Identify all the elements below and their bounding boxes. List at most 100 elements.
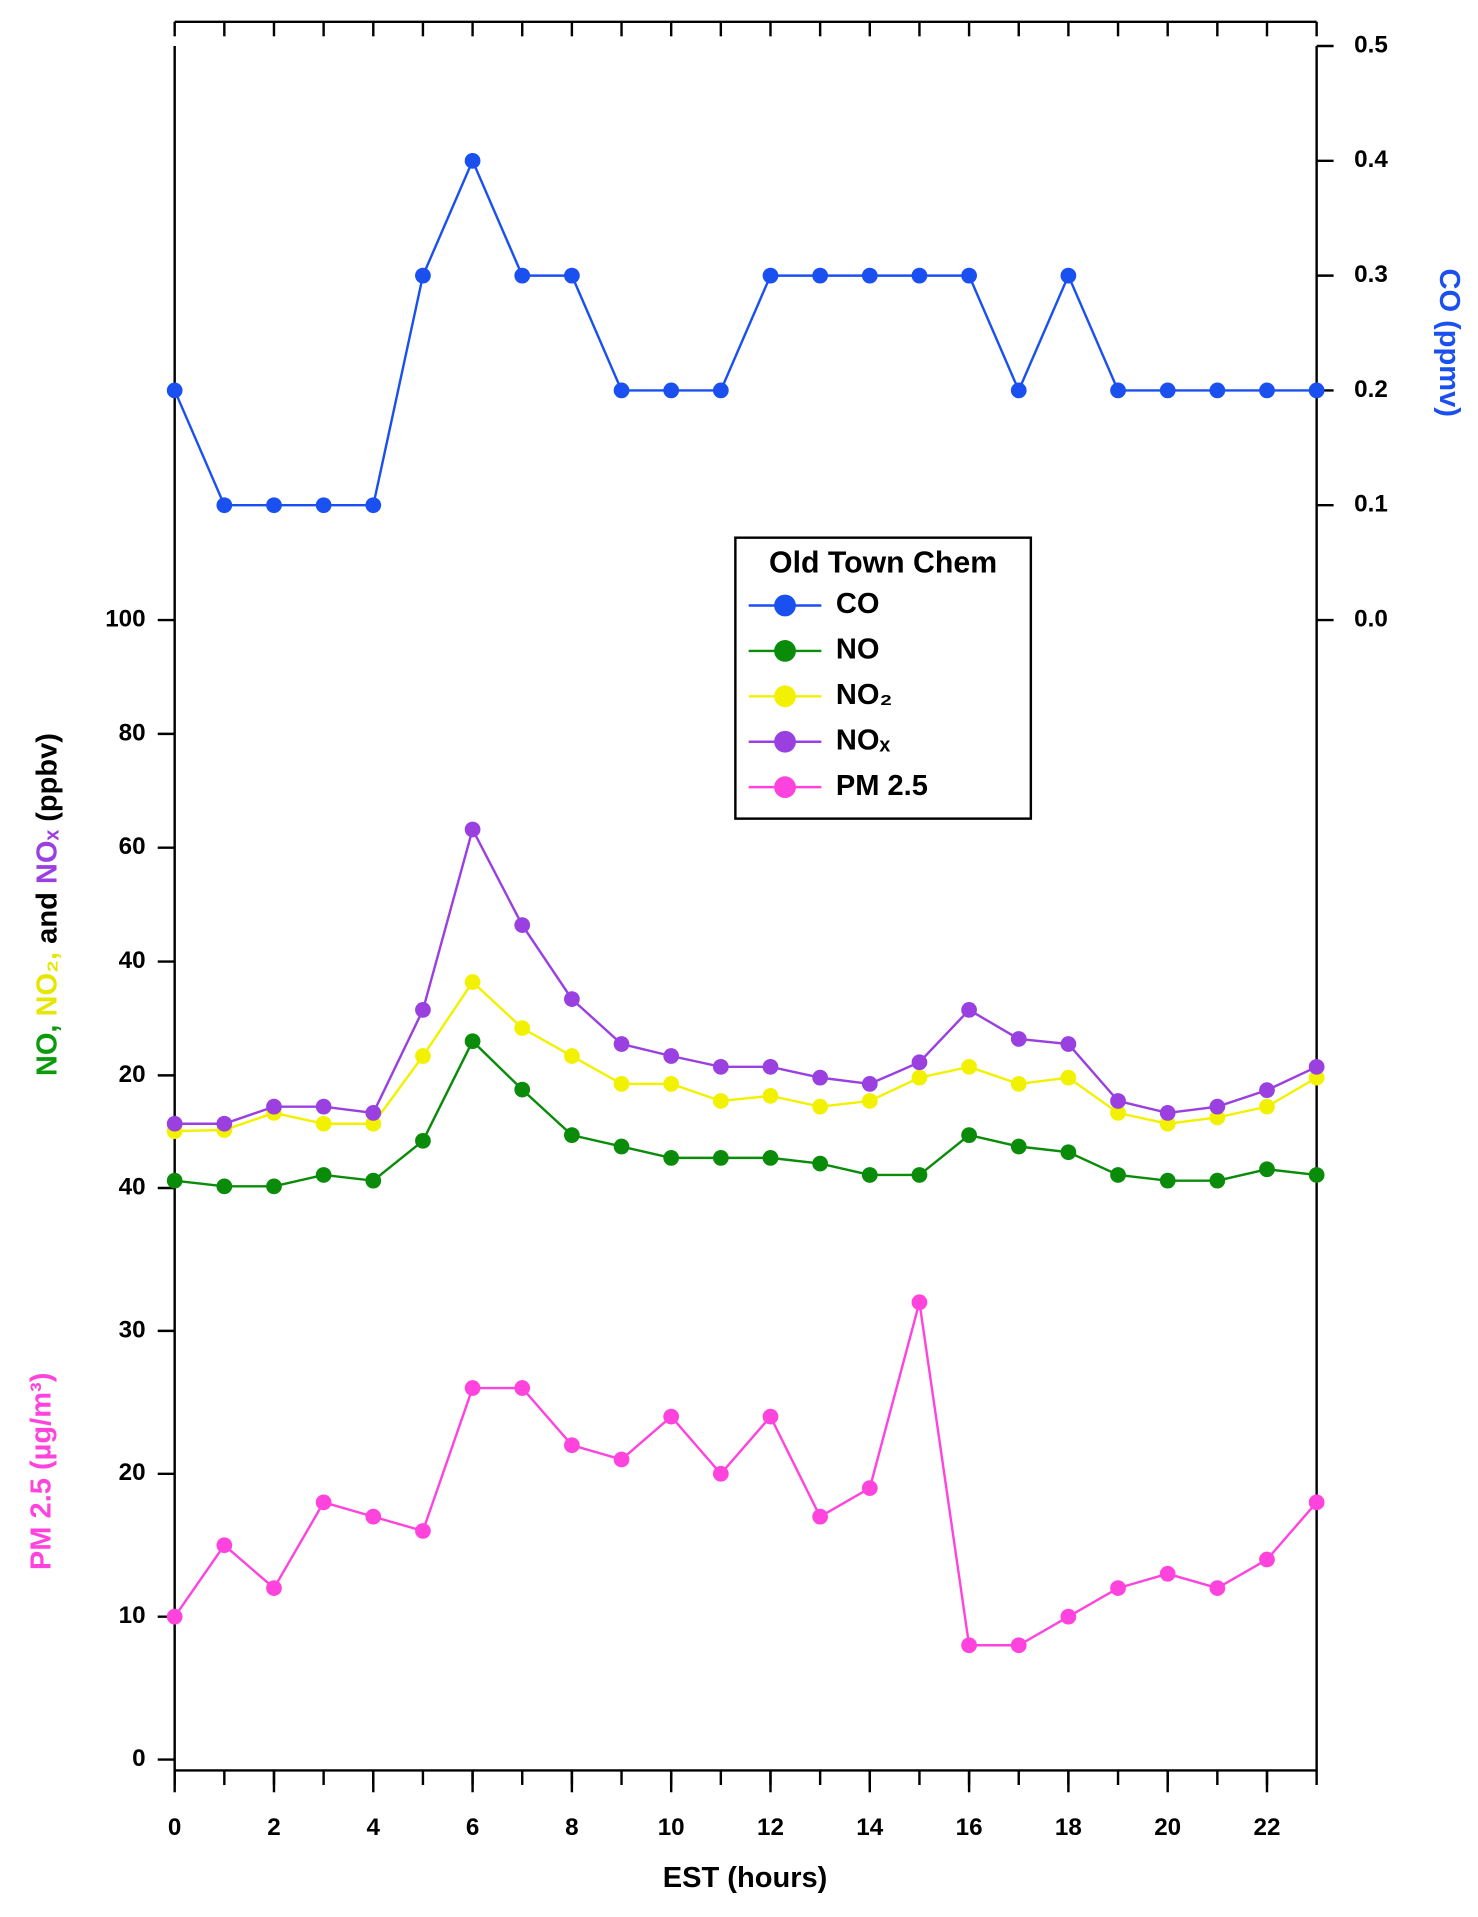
data-point — [1209, 1098, 1226, 1115]
legend-marker — [774, 685, 796, 708]
y-axis-title-part: (ppbv) — [31, 733, 63, 830]
data-point — [1209, 382, 1226, 399]
x-tick-label: 20 — [1154, 1814, 1181, 1841]
data-point — [315, 1098, 332, 1115]
data-point — [365, 1172, 382, 1189]
data-point — [464, 1033, 481, 1050]
data-point — [663, 382, 680, 399]
data-point — [1159, 382, 1176, 399]
data-point — [415, 1048, 431, 1064]
data-point — [1308, 382, 1325, 399]
x-tick-label: 18 — [1055, 1814, 1082, 1841]
data-point — [514, 1020, 531, 1036]
legend-label: CO — [836, 588, 880, 620]
y2-axis-title: CO (ppmv) — [1433, 268, 1465, 416]
data-point — [266, 1178, 282, 1195]
data-point — [415, 1523, 431, 1539]
y-tick-label: 100 — [105, 605, 145, 632]
data-point — [1060, 1144, 1077, 1161]
y-tick-label: 20 — [119, 1459, 146, 1486]
data-point — [564, 1127, 580, 1143]
data-point — [663, 1150, 680, 1166]
data-point — [1259, 1551, 1275, 1568]
data-point — [613, 1451, 630, 1468]
data-point — [861, 1480, 878, 1496]
data-point — [861, 1093, 878, 1109]
data-point — [564, 267, 580, 284]
data-point — [613, 1036, 630, 1052]
legend-box — [734, 536, 1033, 820]
data-point — [464, 974, 481, 990]
data-point — [1159, 1115, 1176, 1132]
x-tick-label: 4 — [367, 1814, 381, 1841]
data-point — [961, 267, 977, 284]
data-point — [1110, 1580, 1126, 1596]
data-point — [365, 1115, 382, 1132]
data-point — [464, 821, 481, 838]
y-tick-label: 60 — [119, 833, 146, 860]
data-point — [911, 1294, 928, 1311]
legend-label: NO₂ — [836, 679, 892, 711]
y3-axis-title: PM 2.5 (µg/m³) — [25, 1373, 57, 1570]
y-axis-title-part: NO₂, — [31, 944, 63, 1017]
data-point — [1308, 1069, 1325, 1086]
data-point — [663, 1408, 680, 1425]
data-point — [365, 1105, 382, 1121]
data-point — [911, 1069, 928, 1086]
data-point — [1308, 1494, 1325, 1511]
data-point — [1010, 1031, 1027, 1047]
data-point — [564, 1048, 580, 1064]
data-point — [961, 1127, 977, 1143]
data-point — [464, 1380, 481, 1396]
data-point — [762, 267, 779, 284]
x-axis-title: EST (hours) — [663, 1862, 828, 1894]
data-point — [1209, 1109, 1226, 1126]
legend-title: Old Town Chem — [769, 546, 997, 579]
series-line — [174, 1039, 1317, 1188]
data-point — [762, 1087, 779, 1104]
series-line — [174, 980, 1318, 1133]
data-point — [216, 1115, 233, 1132]
data-point — [1259, 382, 1275, 399]
x-tick-label: 0 — [168, 1814, 181, 1841]
data-point — [1209, 1580, 1226, 1596]
data-point — [415, 1002, 431, 1018]
data-point — [1110, 1167, 1126, 1183]
data-point — [315, 1167, 332, 1183]
data-point — [812, 1155, 829, 1172]
data-point — [861, 267, 878, 284]
data-point — [166, 1115, 183, 1132]
y2-tick-label: 0.4 — [1354, 146, 1388, 173]
data-point — [1110, 382, 1126, 399]
data-point — [514, 1081, 531, 1098]
data-point — [812, 1098, 829, 1115]
data-point — [1259, 1082, 1275, 1099]
data-point — [812, 1508, 829, 1525]
x-tick-label: 2 — [267, 1814, 280, 1841]
x-tick-label: 12 — [757, 1814, 784, 1841]
data-point — [266, 1098, 282, 1115]
data-point — [1010, 382, 1027, 399]
series-line — [174, 826, 1318, 1125]
data-point — [712, 382, 729, 399]
data-point — [564, 991, 580, 1007]
y-axis-title-part: and — [31, 884, 63, 944]
data-point — [762, 1058, 779, 1075]
series-line — [173, 1301, 1318, 1647]
data-point — [911, 1054, 928, 1071]
data-point — [1010, 1076, 1027, 1092]
data-point — [1159, 1172, 1176, 1189]
legend-marker — [774, 594, 796, 617]
data-point — [365, 497, 382, 514]
y-tick-label: 40 — [119, 947, 146, 974]
data-point — [911, 267, 928, 284]
data-point — [1110, 1105, 1126, 1121]
y-axis-title: NO, NO₂, and NOₓ (ppbv) — [31, 733, 63, 1076]
data-point — [315, 1115, 332, 1132]
data-point — [762, 1150, 779, 1166]
data-point — [712, 1465, 729, 1482]
x-tick-label: 22 — [1254, 1814, 1281, 1841]
x-tick-label: 6 — [466, 1814, 479, 1841]
data-point — [1110, 1093, 1126, 1109]
data-point — [961, 1002, 977, 1018]
